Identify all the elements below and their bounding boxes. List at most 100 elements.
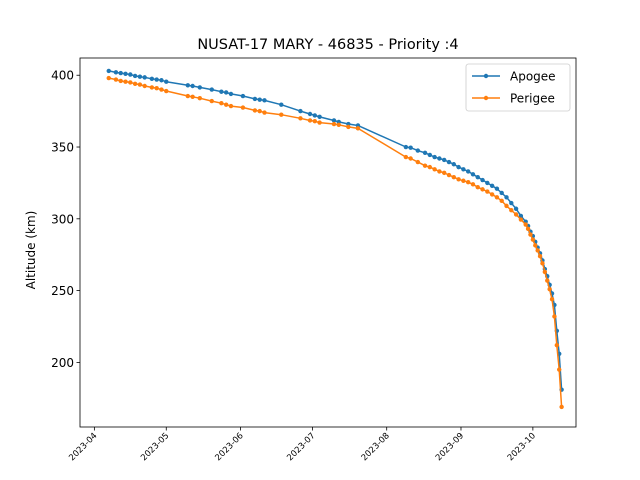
- apogee-point: [123, 71, 128, 76]
- apogee-point: [331, 118, 337, 123]
- perigee-point: [530, 237, 536, 242]
- apogee-point: [513, 206, 519, 211]
- chart-title: NUSAT-17 MARY - 46835 - Priority :4: [197, 37, 458, 53]
- perigee-point: [545, 278, 550, 283]
- apogee-point: [185, 83, 191, 88]
- perigee-point: [312, 118, 318, 124]
- perigee-point: [499, 198, 504, 204]
- perigee-point: [559, 404, 564, 410]
- perigee-point: [159, 87, 164, 92]
- apogee-point: [159, 78, 164, 83]
- perigee-point: [132, 81, 138, 87]
- apogee-point: [279, 102, 284, 107]
- x-tick-label: 2023-07: [285, 431, 317, 463]
- apogee-point: [113, 70, 119, 75]
- x-tick-label: 2023-06: [213, 431, 245, 463]
- apogee-point: [154, 77, 159, 82]
- perigee-point: [190, 94, 195, 99]
- apogee-point: [298, 108, 303, 114]
- perigee-point: [554, 342, 560, 348]
- legend-marker-perigee: [483, 95, 489, 101]
- perigee-point: [219, 101, 224, 106]
- apogee-point: [422, 150, 428, 155]
- perigee-point: [542, 269, 548, 275]
- perigee-series: [106, 75, 564, 410]
- perigee-point: [547, 286, 552, 292]
- y-tick-label: 200: [51, 356, 74, 370]
- perigee-point: [279, 112, 284, 117]
- perigee-point: [549, 297, 555, 302]
- apogee-point: [257, 97, 262, 102]
- perigee-point: [422, 163, 428, 168]
- apogee-point: [164, 79, 169, 84]
- perigee-point: [336, 122, 341, 127]
- perigee-point: [523, 222, 528, 227]
- perigee-point: [461, 178, 466, 183]
- x-tick-label: 2023-10: [506, 431, 538, 463]
- perigee-point: [346, 124, 351, 130]
- apogee-point: [128, 72, 133, 77]
- perigee-point: [142, 83, 147, 89]
- perigee-point: [307, 118, 313, 123]
- apogee-point: [427, 152, 433, 158]
- perigee-point: [540, 261, 545, 266]
- perigee-point: [427, 164, 433, 170]
- apogee-point: [223, 90, 229, 95]
- perigee-point: [408, 156, 413, 161]
- perigee-point: [525, 226, 531, 232]
- y-tick-label: 400: [51, 69, 74, 83]
- perigee-point: [456, 177, 461, 182]
- legend: Apogee Perigee: [465, 63, 571, 112]
- apogee-point: [456, 164, 461, 170]
- perigee-point: [298, 116, 303, 121]
- apogee-point: [408, 145, 413, 150]
- apogee-point: [307, 111, 313, 117]
- apogee-point: [518, 213, 524, 219]
- apogee-point: [475, 174, 480, 180]
- perigee-point: [504, 203, 509, 209]
- perigee-point: [494, 195, 500, 200]
- perigee-point: [557, 367, 562, 372]
- perigee-point: [240, 105, 246, 110]
- x-tick-label: 2023-09: [434, 431, 466, 463]
- apogee-point: [142, 75, 147, 80]
- perigee-point: [518, 217, 524, 222]
- y-tick-label: 300: [51, 212, 74, 226]
- perigee-point: [533, 243, 538, 248]
- apogee-point: [499, 190, 504, 196]
- perigee-point: [118, 78, 123, 84]
- apogee-point: [437, 156, 442, 161]
- perigee-point: [209, 98, 214, 104]
- perigee-point: [509, 207, 514, 213]
- y-tick-label: 350: [51, 141, 74, 155]
- apogee-point: [465, 169, 471, 174]
- perigee-point: [185, 93, 191, 99]
- perigee-point: [403, 154, 409, 160]
- perigee-point: [197, 96, 203, 101]
- x-tick-label: 2023-05: [139, 431, 171, 463]
- perigee-point: [485, 189, 490, 194]
- series-layer: [106, 68, 564, 410]
- apogee-point: [137, 74, 143, 79]
- perigee-point: [164, 88, 169, 94]
- perigee-line: [108, 77, 563, 407]
- apogee-point: [442, 157, 447, 163]
- apogee-point: [480, 177, 485, 183]
- perigee-point: [446, 172, 452, 178]
- apogee-point: [312, 113, 318, 118]
- apogee-point: [403, 144, 409, 150]
- perigee-point: [154, 85, 159, 91]
- apogee-point: [252, 96, 258, 102]
- perigee-point: [223, 102, 229, 107]
- apogee-point: [451, 162, 456, 167]
- apogee-point: [197, 85, 203, 90]
- perigee-point: [528, 232, 533, 237]
- perigee-point: [355, 126, 361, 131]
- x-axis: 2023-04 2023-05 2023-06 2023-07 2023-08 2023-…: [67, 427, 538, 463]
- perigee-point: [415, 159, 421, 165]
- perigee-point: [475, 185, 480, 190]
- apogee-point: [317, 114, 322, 120]
- apogee-point: [432, 154, 437, 160]
- y-axis: 200 250 300 350 400: [51, 69, 80, 370]
